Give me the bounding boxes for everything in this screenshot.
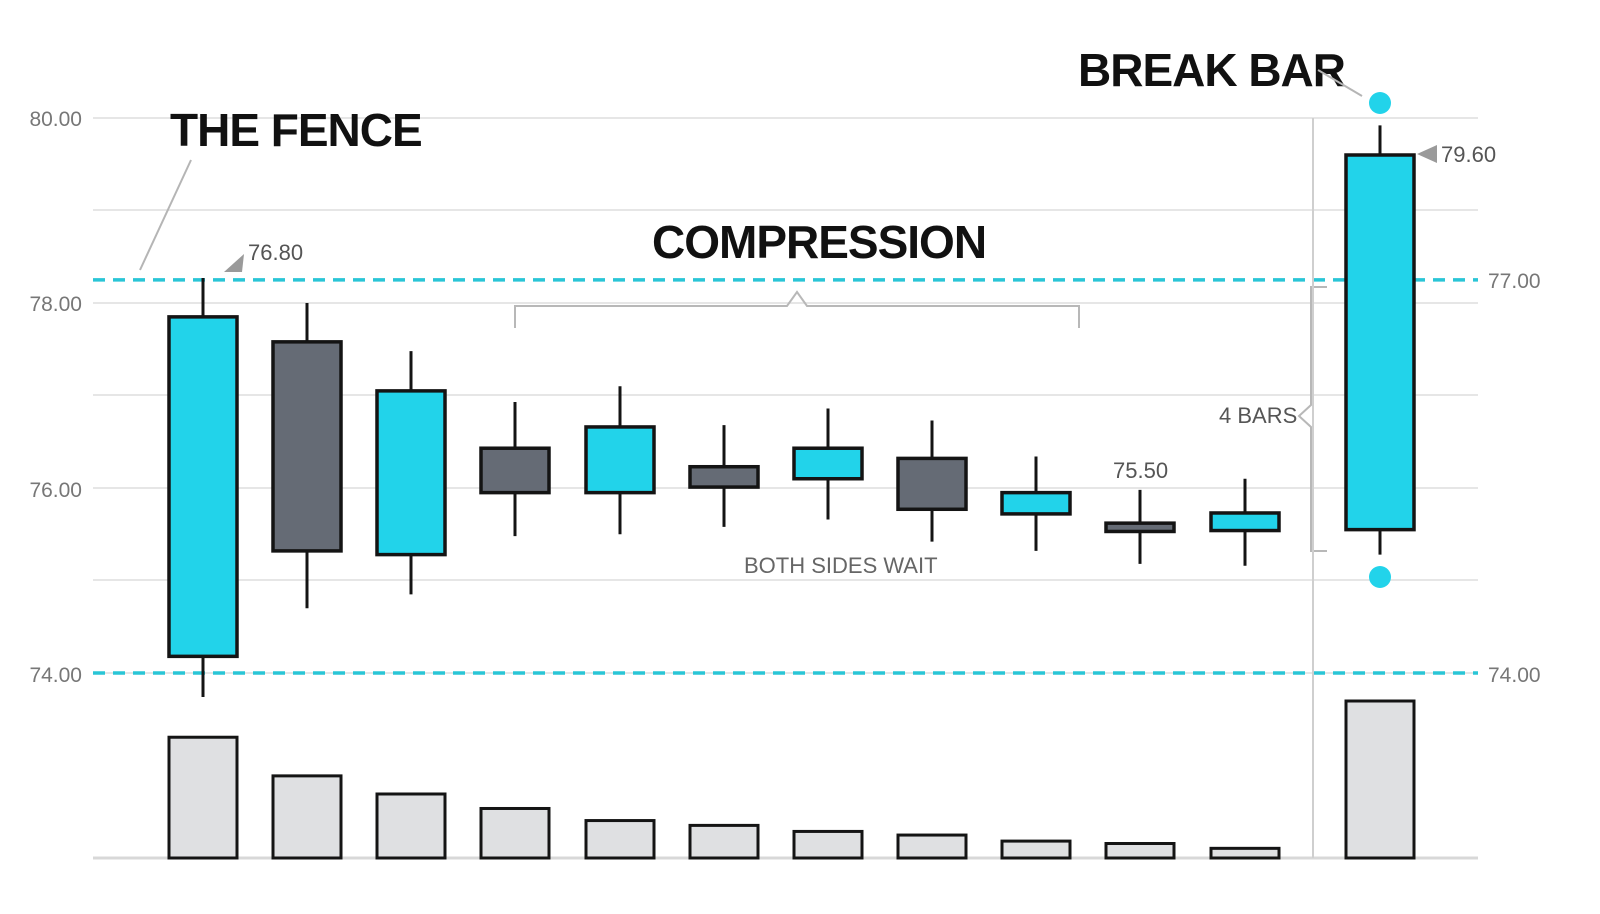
candle-body <box>584 425 656 495</box>
candle-body <box>1000 490 1072 516</box>
y-tick-label: 74.00 <box>29 664 82 687</box>
volume-bar <box>688 823 760 860</box>
y-tick-label: 80.00 <box>29 108 82 131</box>
candle-body <box>479 446 551 495</box>
volume-bar <box>792 829 864 860</box>
volume-bar <box>1104 842 1176 860</box>
volume-bar <box>167 735 239 860</box>
volume-bar <box>1344 699 1416 860</box>
volume-bar <box>479 806 551 860</box>
y-tick-label: 78.00 <box>29 293 82 316</box>
candle-body <box>1344 153 1416 532</box>
y-axis: 80.00 78.00 76.00 74.00 77.00 74.00 <box>29 108 1540 687</box>
volume-bars <box>167 699 1416 860</box>
fence-price-label: 76.80 <box>248 240 303 265</box>
break-high-dot-icon <box>1369 92 1391 114</box>
break-price-label: 79.60 <box>1441 142 1496 167</box>
fence-price-marker-icon <box>224 254 244 272</box>
volume-bar <box>896 833 968 860</box>
level-label-lower: 74.00 <box>1488 664 1541 687</box>
compression-label: COMPRESSION <box>652 216 986 268</box>
candle-body <box>167 315 239 659</box>
candle-body <box>1104 521 1176 534</box>
candles <box>167 125 1416 698</box>
fence-label: THE FENCE <box>170 104 422 156</box>
break-price-marker-icon <box>1417 145 1437 163</box>
annotations: THE FENCE 76.80 COMPRESSION BOTH SIDES W… <box>139 44 1496 858</box>
candle-body <box>792 446 864 481</box>
compression-bracket <box>514 290 1080 328</box>
break-bar-pointer-line <box>1317 69 1363 97</box>
volume-bar <box>1000 839 1072 860</box>
candle-body <box>375 389 447 557</box>
fence-pointer-line <box>139 159 192 271</box>
volume-bar <box>271 774 343 860</box>
volume-bar <box>375 792 447 860</box>
break-bar-label: BREAK BAR <box>1078 44 1346 96</box>
four-bars-label: 4 BARS <box>1219 403 1297 428</box>
low-price-label: 75.50 <box>1113 458 1168 483</box>
volume-bar <box>1209 846 1281 860</box>
y-tick-label: 76.00 <box>29 479 82 502</box>
both-sides-wait-label: BOTH SIDES WAIT <box>744 553 938 578</box>
candle-body <box>1209 511 1281 533</box>
candle-body <box>271 340 343 553</box>
candle-body <box>688 464 760 489</box>
four-bars-bracket <box>1297 286 1327 552</box>
break-low-dot-icon <box>1369 566 1391 588</box>
volume-bar <box>584 819 656 860</box>
level-lines <box>93 278 1478 675</box>
candle-body <box>896 456 968 512</box>
level-label-upper: 77.00 <box>1488 270 1541 293</box>
